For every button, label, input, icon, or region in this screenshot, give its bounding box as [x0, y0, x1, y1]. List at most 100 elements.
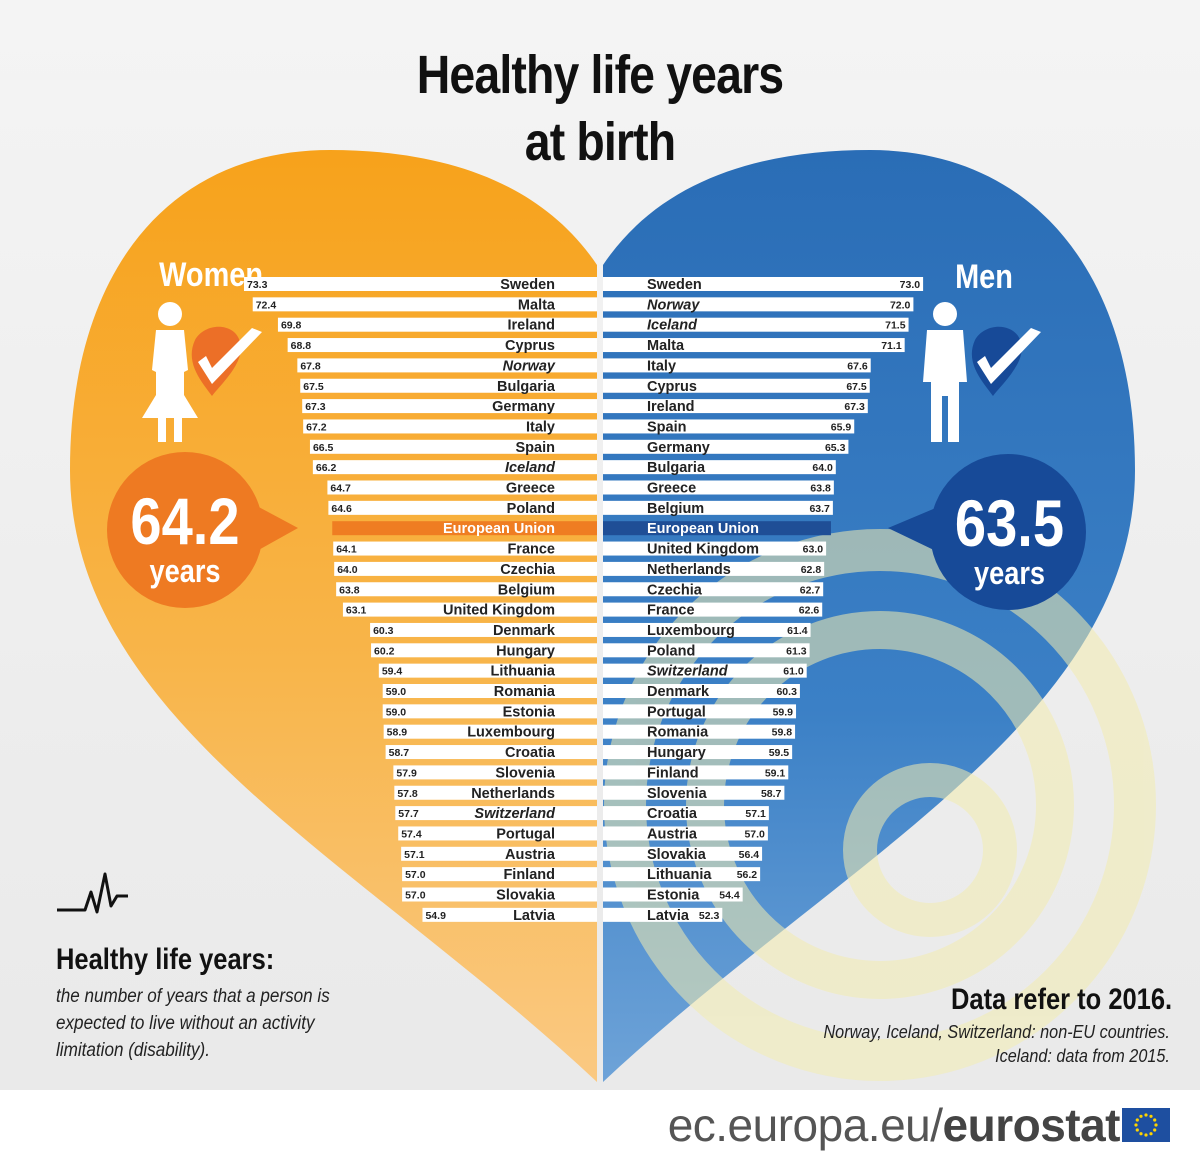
women-country-label-12: European Union	[443, 521, 555, 537]
flag-star	[1139, 1132, 1143, 1136]
women-country-label-14: Czechia	[500, 562, 556, 578]
men-bar-8	[603, 439, 849, 454]
title-line-2: at birth	[524, 112, 676, 172]
women-bar-25	[394, 785, 597, 800]
men-country-label-23: Hungary	[647, 745, 706, 761]
men-value-label-15: 62.7	[800, 584, 821, 596]
women-country-label-22: Luxembourg	[467, 725, 555, 741]
women-value-label-4: 67.8	[300, 360, 321, 372]
footer-link[interactable]: ec.europa.eu/eurostat	[668, 1098, 1121, 1152]
men-country-label-28: Slovakia	[647, 847, 707, 863]
flag-star	[1149, 1132, 1153, 1136]
men-value-label-11: 63.7	[809, 503, 830, 515]
men-value-label-6: 67.3	[844, 401, 865, 413]
flag-star	[1153, 1128, 1157, 1132]
women-bar-27	[398, 826, 597, 841]
women-value-label-18: 60.2	[374, 645, 395, 657]
women-country-label-26: Switzerland	[474, 806, 556, 822]
women-bar-30	[402, 887, 597, 902]
women-bar-15	[336, 582, 597, 597]
men-bar-11	[603, 500, 833, 515]
men-value-label-14: 62.8	[801, 564, 822, 576]
men-bar-31	[603, 907, 723, 922]
men-value-label-31: 52.3	[699, 910, 720, 922]
women-value-label-27: 57.4	[401, 828, 422, 840]
women-value-label-3: 68.8	[291, 340, 312, 352]
women-bar-29	[402, 867, 597, 882]
men-value-label-25: 58.7	[761, 788, 782, 800]
men-bar-22	[603, 724, 796, 739]
women-value-label-9: 66.2	[316, 462, 337, 474]
men-value-label-27: 57.0	[744, 828, 765, 840]
men-country-label-11: Belgium	[647, 501, 704, 517]
men-value-label-3: 71.1	[881, 340, 902, 352]
men-country-label-18: Poland	[647, 643, 695, 659]
men-country-label-6: Ireland	[647, 399, 695, 415]
women-country-label-13: France	[507, 542, 555, 558]
men-bar-23	[603, 745, 793, 760]
flag-star	[1154, 1123, 1158, 1127]
title-line-1: Healthy life years	[416, 45, 784, 105]
women-value-label-16: 63.1	[346, 605, 367, 617]
men-bar-18	[603, 643, 810, 658]
men-bars: Sweden 73.0 Norway 72.0 Iceland 71.5 Malta 71.1…	[603, 277, 924, 924]
women-bar-9	[312, 460, 597, 475]
women-bars: Sweden 73.3 Malta 72.4 Ireland 69.8 Cyprus 68.8…	[243, 277, 598, 924]
men-value-label-4: 67.6	[847, 360, 868, 372]
women-country-label-4: Norway	[503, 358, 556, 374]
bar-chart: Sweden 73.3 Malta 72.4 Ireland 69.8 Cyprus 68.8…	[107, 277, 1086, 924]
women-value-label-10: 64.7	[330, 483, 351, 495]
women-country-label-28: Austria	[505, 847, 556, 863]
women-value-label-22: 58.9	[387, 727, 408, 739]
men-country-label-0: Sweden	[647, 277, 702, 293]
women-value-label-0: 73.3	[247, 279, 268, 291]
women-country-label-6: Germany	[492, 399, 555, 415]
women-country-label-17: Denmark	[493, 623, 556, 639]
women-total-callout	[107, 452, 298, 608]
flag-star	[1139, 1114, 1143, 1118]
women-bar-4	[297, 358, 597, 373]
women-value-label-23: 58.7	[389, 747, 410, 759]
men-value-label-16: 62.6	[799, 605, 820, 617]
women-bar-19	[378, 663, 597, 678]
women-bar-11	[328, 500, 597, 515]
men-country-label-8: Germany	[647, 440, 710, 456]
men-country-label-10: Greece	[647, 481, 696, 497]
note-text: Norway, Iceland, Switzerland: non-EU cou…	[824, 1020, 1170, 1068]
men-country-label-26: Croatia	[647, 806, 698, 822]
women-value-label-20: 59.0	[386, 686, 407, 698]
men-bar-16	[603, 602, 823, 617]
men-value-label-10: 63.8	[810, 483, 831, 495]
women-country-label-24: Slovenia	[495, 765, 556, 781]
men-value-label-17: 61.4	[787, 625, 808, 637]
women-value-label-29: 57.0	[405, 869, 426, 881]
men-value-label-21: 59.9	[773, 706, 794, 718]
women-bar-0	[243, 277, 598, 291]
men-bar-2	[603, 317, 909, 332]
women-value-label-8: 66.5	[313, 442, 334, 454]
women-bar-12	[332, 521, 597, 536]
women-country-label-19: Lithuania	[491, 664, 556, 680]
men-bar-15	[603, 582, 824, 597]
women-country-label-29: Finland	[503, 867, 555, 883]
men-country-label-13: United Kingdom	[647, 542, 759, 558]
women-country-label-2: Ireland	[507, 318, 555, 334]
women-value-label-14: 64.0	[337, 564, 358, 576]
man-heart-icon	[923, 302, 1041, 442]
men-bar-0	[603, 277, 924, 291]
men-total-callout	[888, 454, 1086, 610]
women-country-label-27: Portugal	[496, 826, 555, 842]
men-country-label-16: France	[647, 603, 695, 619]
women-value-label-28: 57.1	[404, 849, 425, 861]
men-bar-30	[603, 887, 743, 902]
heartbeat-icon	[57, 872, 128, 914]
men-country-label-22: Romania	[647, 725, 709, 741]
definition-text: the number of years that a person is exp…	[56, 986, 330, 1061]
men-value-label-20: 60.3	[776, 686, 797, 698]
men-value-label-8: 65.3	[825, 442, 846, 454]
men-bar-6	[603, 399, 868, 414]
women-value-label-25: 57.8	[397, 788, 418, 800]
men-total: 63.5 years	[922, 490, 1097, 590]
women-bar-22	[383, 724, 597, 739]
